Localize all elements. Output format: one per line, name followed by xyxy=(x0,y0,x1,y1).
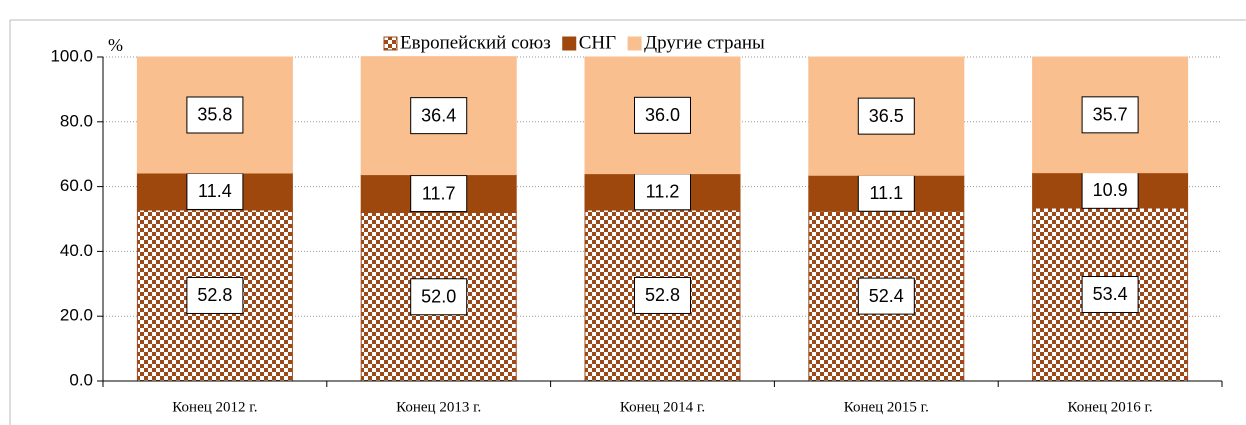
data-label: 11.7 xyxy=(422,183,456,203)
data-label-box xyxy=(410,175,468,213)
x-tick-label: Конец 2012 г. xyxy=(172,399,257,415)
legend-label: СНГ xyxy=(579,32,616,53)
data-label-box xyxy=(186,276,244,314)
data-label: 11.4 xyxy=(198,181,232,201)
legend-label: Европейский союз xyxy=(400,32,551,53)
y-axis-label: % xyxy=(108,35,123,55)
data-label-box xyxy=(857,97,915,135)
data-label-box xyxy=(634,276,691,314)
data-label: 52.8 xyxy=(197,285,232,305)
data-label-box xyxy=(634,96,691,134)
data-label: 52.0 xyxy=(421,287,456,307)
data-label: 10.9 xyxy=(1093,180,1128,200)
data-label: 36.0 xyxy=(645,105,680,125)
y-tick-label: 100.0 xyxy=(50,46,93,65)
data-label: 53.4 xyxy=(1093,284,1128,304)
x-tick-label: Конец 2015 г. xyxy=(844,399,929,415)
data-label-box xyxy=(1081,275,1139,313)
x-tick-label: Конец 2014 г. xyxy=(620,399,705,415)
data-label: 36.5 xyxy=(869,106,904,126)
data-label: 35.8 xyxy=(197,105,232,125)
data-label-box xyxy=(186,96,244,134)
data-label-box xyxy=(410,97,468,135)
legend-label: Другие страны xyxy=(644,32,765,53)
y-tick-label: 20.0 xyxy=(60,306,93,325)
data-label-box xyxy=(857,277,915,315)
data-label: 52.4 xyxy=(869,286,904,306)
data-label-box xyxy=(1081,171,1139,209)
data-label-box xyxy=(186,172,244,210)
data-label-box xyxy=(410,278,468,316)
data-label-box xyxy=(634,173,691,211)
data-label: 52.8 xyxy=(645,285,680,305)
y-tick-label: 60.0 xyxy=(60,176,93,195)
legend-swatch xyxy=(383,36,398,51)
data-label: 11.2 xyxy=(646,182,680,202)
y-tick-label: 0.0 xyxy=(69,370,93,389)
x-tick-label: Конец 2013 г. xyxy=(396,399,481,415)
y-tick-label: 40.0 xyxy=(60,241,93,260)
y-tick-label: 80.0 xyxy=(60,111,93,130)
x-tick-label: Конец 2016 г. xyxy=(1068,399,1153,415)
legend-swatch xyxy=(627,36,642,51)
legend-swatch xyxy=(562,36,577,51)
data-label-box xyxy=(1081,96,1139,134)
data-label: 36.4 xyxy=(421,105,456,125)
data-label: 11.1 xyxy=(869,183,903,203)
data-label: 35.7 xyxy=(1093,105,1128,125)
